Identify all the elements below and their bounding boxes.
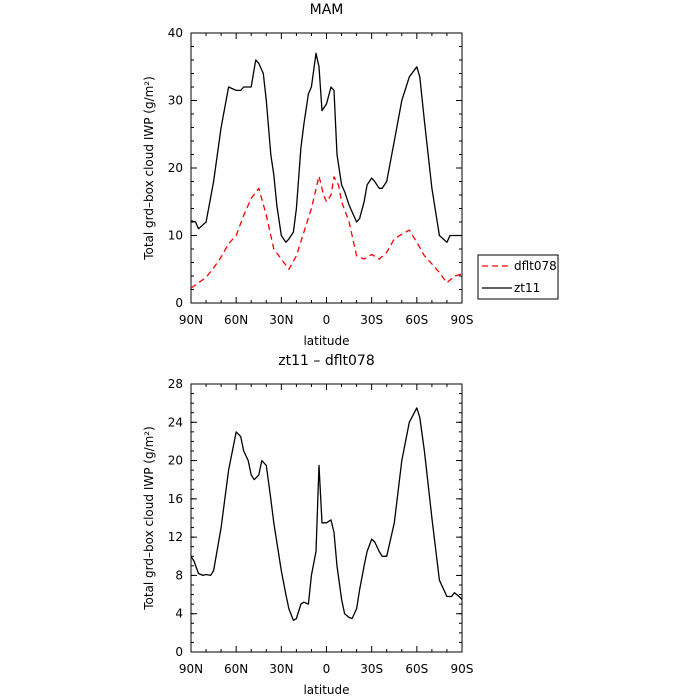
legend-label: dflt078 xyxy=(514,259,557,273)
y-tick-label: 20 xyxy=(168,454,183,468)
x-tick-label: 90S xyxy=(451,662,474,676)
x-tick-label: 0 xyxy=(323,662,331,676)
x-tick-label: 60S xyxy=(405,313,428,327)
series-line-series-0 xyxy=(190,407,463,622)
legend-label: zt11 xyxy=(514,281,540,295)
x-tick-label: 60N xyxy=(224,662,248,676)
x-tick-label: 90S xyxy=(451,313,474,327)
y-tick-label: 16 xyxy=(168,492,183,506)
y-tick-label: 24 xyxy=(168,415,183,429)
x-axis-label: latitude xyxy=(303,334,349,348)
x-tick-label: 0 xyxy=(323,313,331,327)
chart-title: zt11 – dflt078 xyxy=(278,353,374,369)
y-tick-label: 0 xyxy=(175,296,183,310)
x-tick-label: 90N xyxy=(179,313,203,327)
x-tick-label: 60S xyxy=(405,662,428,676)
y-tick-label: 30 xyxy=(168,94,183,108)
legend-box xyxy=(477,254,559,300)
plot-frame xyxy=(190,32,463,304)
x-tick-label: 90N xyxy=(179,662,203,676)
y-tick-label: 28 xyxy=(168,377,183,391)
y-tick-label: 4 xyxy=(175,607,183,621)
y-tick-label: 10 xyxy=(168,229,183,243)
y-tick-label: 0 xyxy=(175,645,183,659)
y-tick-label: 8 xyxy=(175,568,183,582)
y-axis-label: Total grd–box cloud IWP (g/m²) xyxy=(142,426,156,611)
chart-title: MAM xyxy=(310,2,344,18)
y-axis-label: Total grd–box cloud IWP (g/m²) xyxy=(142,76,156,261)
series-line-zt11 xyxy=(190,52,462,243)
x-tick-label: 30S xyxy=(360,313,383,327)
y-tick-label: 20 xyxy=(168,161,183,175)
x-tick-label: 30N xyxy=(269,313,293,327)
x-tick-label: 30S xyxy=(360,662,383,676)
x-axis-label: latitude xyxy=(303,683,349,697)
x-tick-label: 30N xyxy=(269,662,293,676)
series-line-dflt078 xyxy=(190,175,463,289)
y-tick-label: 40 xyxy=(168,26,183,40)
x-tick-label: 60N xyxy=(224,313,248,327)
y-tick-label: 12 xyxy=(168,530,183,544)
